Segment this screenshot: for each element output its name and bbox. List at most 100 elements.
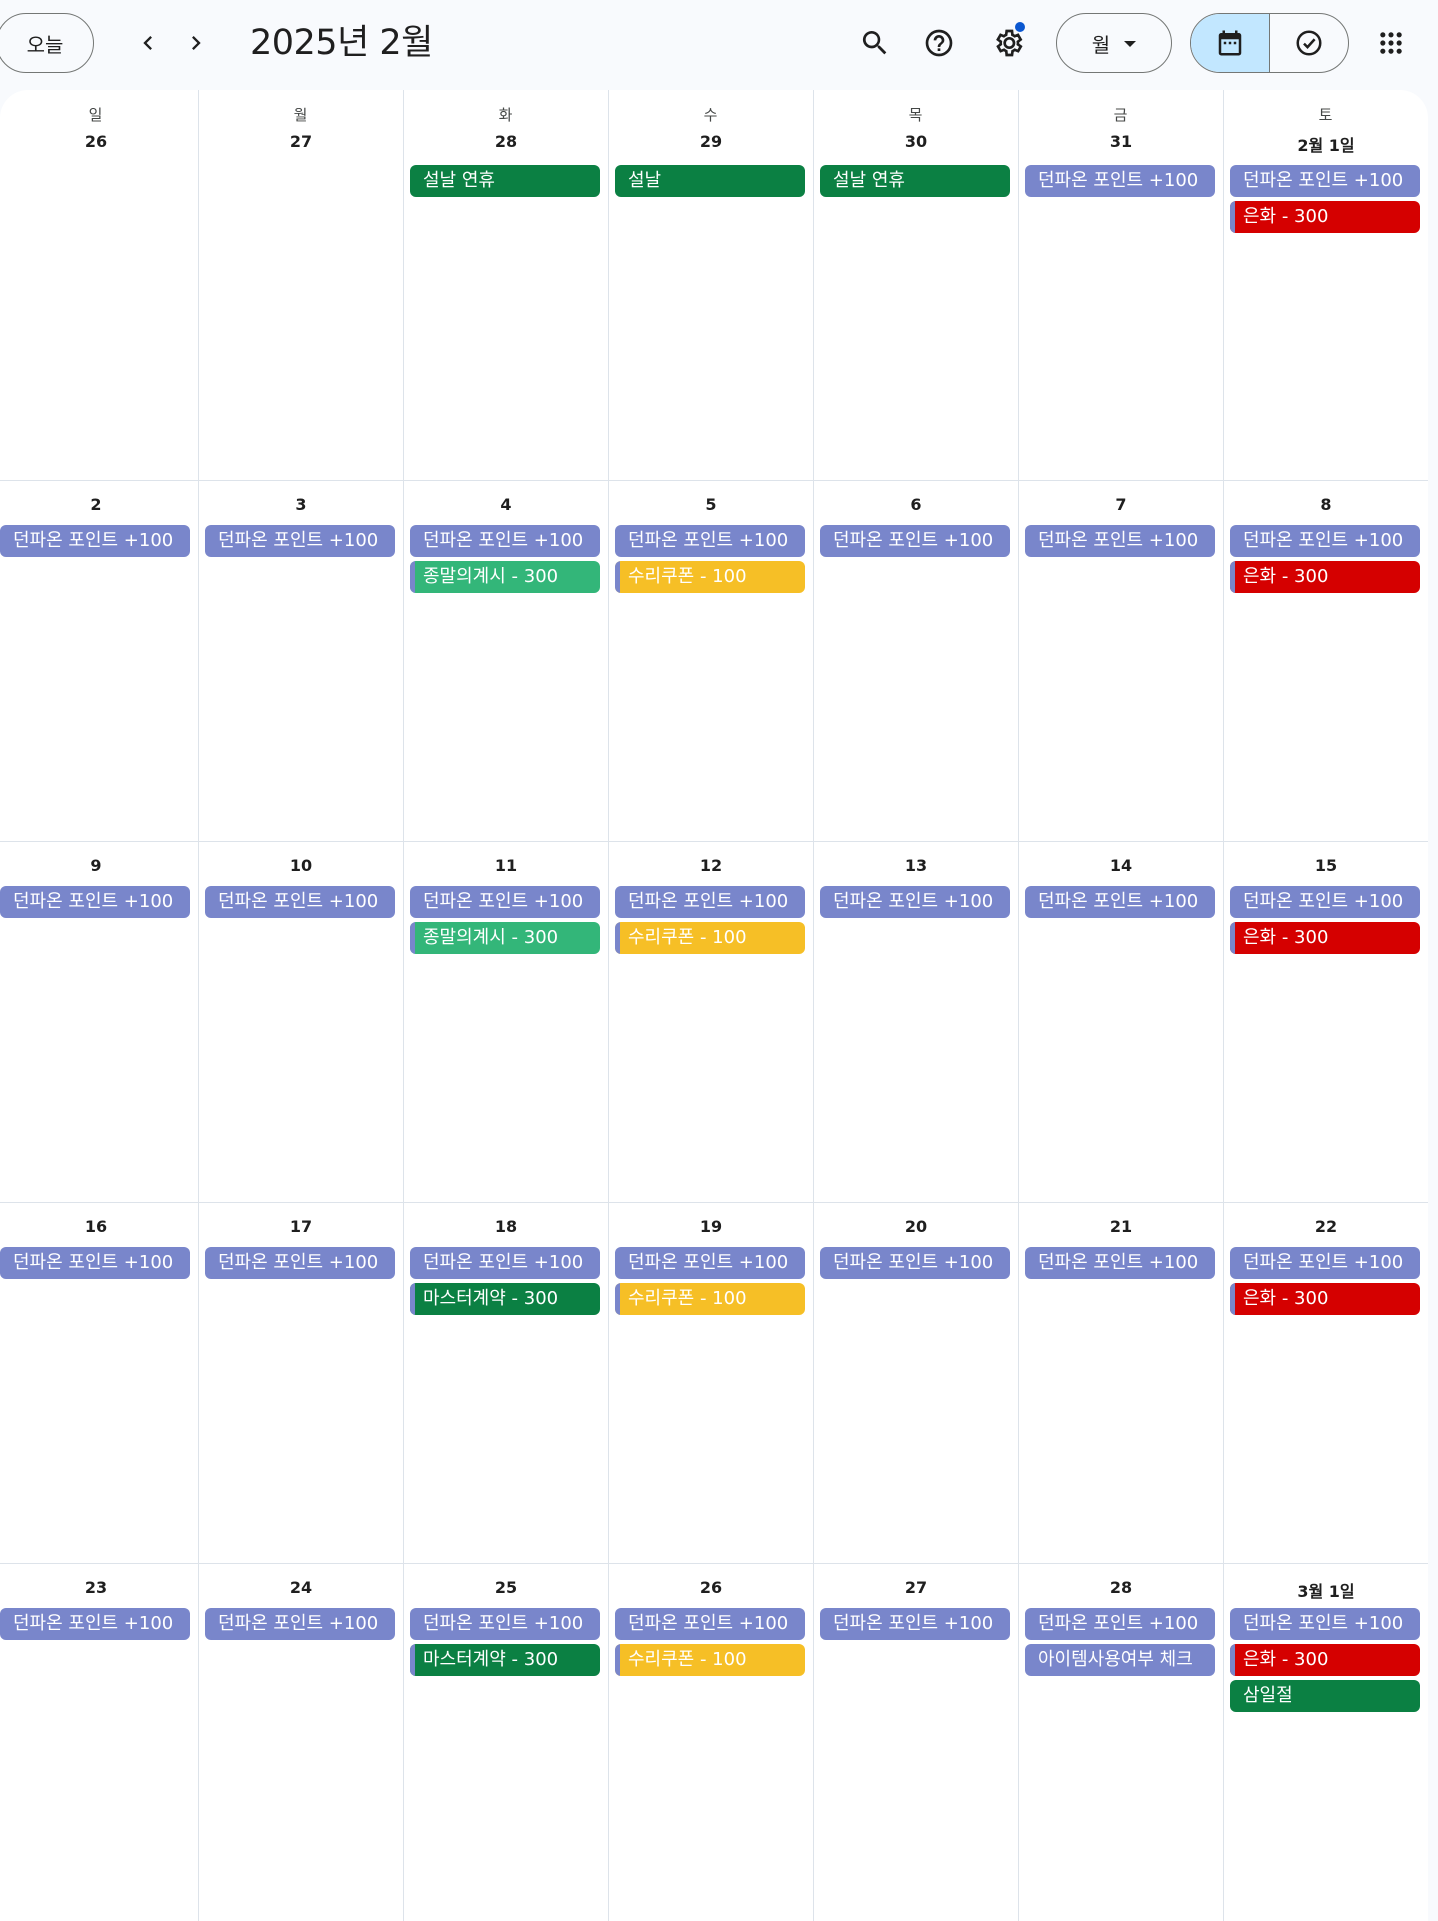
event-chip[interactable]: 던파온 포인트 +100 (1230, 525, 1420, 557)
day-cell[interactable]: 25 던파온 포인트 +100 마스터계약 - 300 (404, 1564, 609, 1921)
day-number[interactable]: 16 (84, 1217, 108, 1236)
event-chip[interactable]: 던파온 포인트 +100 (615, 886, 805, 918)
day-number[interactable]: 5 (705, 495, 717, 514)
day-number[interactable]: 20 (904, 1217, 928, 1236)
day-cell[interactable]: 19 던파온 포인트 +100 수리쿠폰 - 100 (609, 1203, 814, 1564)
day-cell[interactable]: 4 던파온 포인트 +100 종말의계시 - 300 (404, 481, 609, 842)
event-chip[interactable]: 던파온 포인트 +100 (0, 1608, 190, 1640)
day-number[interactable]: 3 (295, 495, 307, 514)
event-chip[interactable]: 던파온 포인트 +100 (615, 525, 805, 557)
day-number[interactable]: 17 (289, 1217, 313, 1236)
day-number[interactable]: 29 (699, 132, 723, 151)
view-selector[interactable]: 월 (1056, 13, 1172, 73)
google-apps-button[interactable] (1366, 18, 1416, 68)
day-number[interactable]: 2월 1일 (1297, 136, 1355, 155)
day-cell[interactable]: 5 던파온 포인트 +100 수리쿠폰 - 100 (609, 481, 814, 842)
event-chip[interactable]: 설날 연휴 (820, 165, 1010, 197)
day-number[interactable]: 14 (1109, 856, 1133, 875)
event-chip[interactable]: 던파온 포인트 +100 (1025, 165, 1215, 197)
event-chip[interactable]: 던파온 포인트 +100 (1230, 165, 1420, 197)
event-chip[interactable]: 던파온 포인트 +100 (1230, 1247, 1420, 1279)
event-chip[interactable]: 던파온 포인트 +100 (1230, 1608, 1420, 1640)
day-number[interactable]: 22 (1314, 1217, 1338, 1236)
event-chip[interactable]: 은화 - 300 (1230, 561, 1420, 593)
event-chip[interactable]: 수리쿠폰 - 100 (615, 561, 805, 593)
day-cell[interactable]: 23 던파온 포인트 +100 (0, 1564, 199, 1921)
event-chip[interactable]: 던파온 포인트 +100 (1230, 886, 1420, 918)
event-chip[interactable]: 던파온 포인트 +100 (615, 1608, 805, 1640)
next-month-button[interactable] (173, 20, 219, 66)
tasks-toggle-button[interactable] (1269, 14, 1348, 72)
event-chip[interactable]: 마스터계약 - 300 (410, 1644, 600, 1676)
day-number[interactable]: 19 (699, 1217, 723, 1236)
day-cell[interactable]: 26 던파온 포인트 +100 수리쿠폰 - 100 (609, 1564, 814, 1921)
event-chip[interactable]: 은화 - 300 (1230, 201, 1420, 233)
event-chip[interactable]: 던파온 포인트 +100 (820, 1247, 1010, 1279)
event-chip[interactable]: 던파온 포인트 +100 (1025, 1608, 1215, 1640)
day-number[interactable]: 18 (494, 1217, 518, 1236)
event-chip[interactable]: 던파온 포인트 +100 (0, 525, 190, 557)
day-cell[interactable]: 15 던파온 포인트 +100 은화 - 300 (1224, 842, 1428, 1203)
day-cell[interactable]: 6 던파온 포인트 +100 (814, 481, 1019, 842)
day-cell[interactable]: 3 던파온 포인트 +100 (199, 481, 404, 842)
event-chip[interactable]: 수리쿠폰 - 100 (615, 922, 805, 954)
day-number[interactable]: 27 (289, 132, 313, 151)
settings-button[interactable] (983, 18, 1033, 68)
day-number[interactable]: 24 (289, 1578, 313, 1597)
day-cell[interactable]: 7 던파온 포인트 +100 (1019, 481, 1224, 842)
day-number[interactable]: 21 (1109, 1217, 1133, 1236)
day-cell[interactable]: 17 던파온 포인트 +100 (199, 1203, 404, 1564)
day-cell[interactable]: 10 던파온 포인트 +100 (199, 842, 404, 1203)
event-chip[interactable]: 던파온 포인트 +100 (1025, 886, 1215, 918)
day-number[interactable]: 28 (1109, 1578, 1133, 1597)
event-chip[interactable]: 던파온 포인트 +100 (1025, 525, 1215, 557)
day-cell[interactable]: 8 던파온 포인트 +100 은화 - 300 (1224, 481, 1428, 842)
day-number[interactable]: 9 (90, 856, 102, 875)
event-chip[interactable]: 설날 (615, 165, 805, 197)
event-chip[interactable]: 던파온 포인트 +100 (410, 886, 600, 918)
event-chip[interactable]: 은화 - 300 (1230, 1283, 1420, 1315)
day-number[interactable]: 2 (90, 495, 102, 514)
event-chip[interactable]: 은화 - 300 (1230, 922, 1420, 954)
calendar-toggle-button[interactable] (1191, 14, 1269, 72)
event-chip[interactable]: 던파온 포인트 +100 (205, 1608, 395, 1640)
event-chip[interactable]: 설날 연휴 (410, 165, 600, 197)
event-chip[interactable]: 은화 - 300 (1230, 1644, 1420, 1676)
day-cell[interactable]: 16 던파온 포인트 +100 (0, 1203, 199, 1564)
day-cell[interactable]: 28 던파온 포인트 +100 아이템사용여부 체크 (1019, 1564, 1224, 1921)
event-chip[interactable]: 던파온 포인트 +100 (410, 1247, 600, 1279)
event-chip[interactable]: 던파온 포인트 +100 (615, 1247, 805, 1279)
event-chip[interactable]: 종말의계시 - 300 (410, 922, 600, 954)
day-cell[interactable]: 토 2월 1일 던파온 포인트 +100 은화 - 300 (1224, 90, 1428, 481)
event-chip[interactable]: 던파온 포인트 +100 (0, 1247, 190, 1279)
event-chip[interactable]: 던파온 포인트 +100 (820, 1608, 1010, 1640)
day-number[interactable]: 26 (84, 132, 108, 151)
day-cell[interactable]: 11 던파온 포인트 +100 종말의계시 - 300 (404, 842, 609, 1203)
day-number[interactable]: 3월 1일 (1297, 1582, 1355, 1601)
day-number[interactable]: 28 (494, 132, 518, 151)
day-number[interactable]: 15 (1314, 856, 1338, 875)
day-number[interactable]: 8 (1320, 495, 1332, 514)
day-cell[interactable]: 13 던파온 포인트 +100 (814, 842, 1019, 1203)
day-cell[interactable]: 9 던파온 포인트 +100 (0, 842, 199, 1203)
day-cell[interactable]: 수 29 설날 (609, 90, 814, 481)
day-number[interactable]: 30 (904, 132, 928, 151)
day-cell[interactable]: 27 던파온 포인트 +100 (814, 1564, 1019, 1921)
day-cell[interactable]: 목 30 설날 연휴 (814, 90, 1019, 481)
day-number[interactable]: 4 (500, 495, 512, 514)
day-number[interactable]: 12 (699, 856, 723, 875)
day-number[interactable]: 23 (84, 1578, 108, 1597)
event-chip[interactable]: 수리쿠폰 - 100 (615, 1283, 805, 1315)
event-chip[interactable]: 던파온 포인트 +100 (820, 525, 1010, 557)
event-chip[interactable]: 던파온 포인트 +100 (820, 886, 1010, 918)
event-chip[interactable]: 수리쿠폰 - 100 (615, 1644, 805, 1676)
day-number[interactable]: 31 (1109, 132, 1133, 151)
help-button[interactable] (914, 18, 964, 68)
day-number[interactable]: 13 (904, 856, 928, 875)
event-chip[interactable]: 던파온 포인트 +100 (1025, 1247, 1215, 1279)
day-cell[interactable]: 12 던파온 포인트 +100 수리쿠폰 - 100 (609, 842, 814, 1203)
day-cell[interactable]: 일 26 (0, 90, 199, 481)
event-chip[interactable]: 삼일절 (1230, 1680, 1420, 1712)
event-chip[interactable]: 던파온 포인트 +100 (205, 1247, 395, 1279)
